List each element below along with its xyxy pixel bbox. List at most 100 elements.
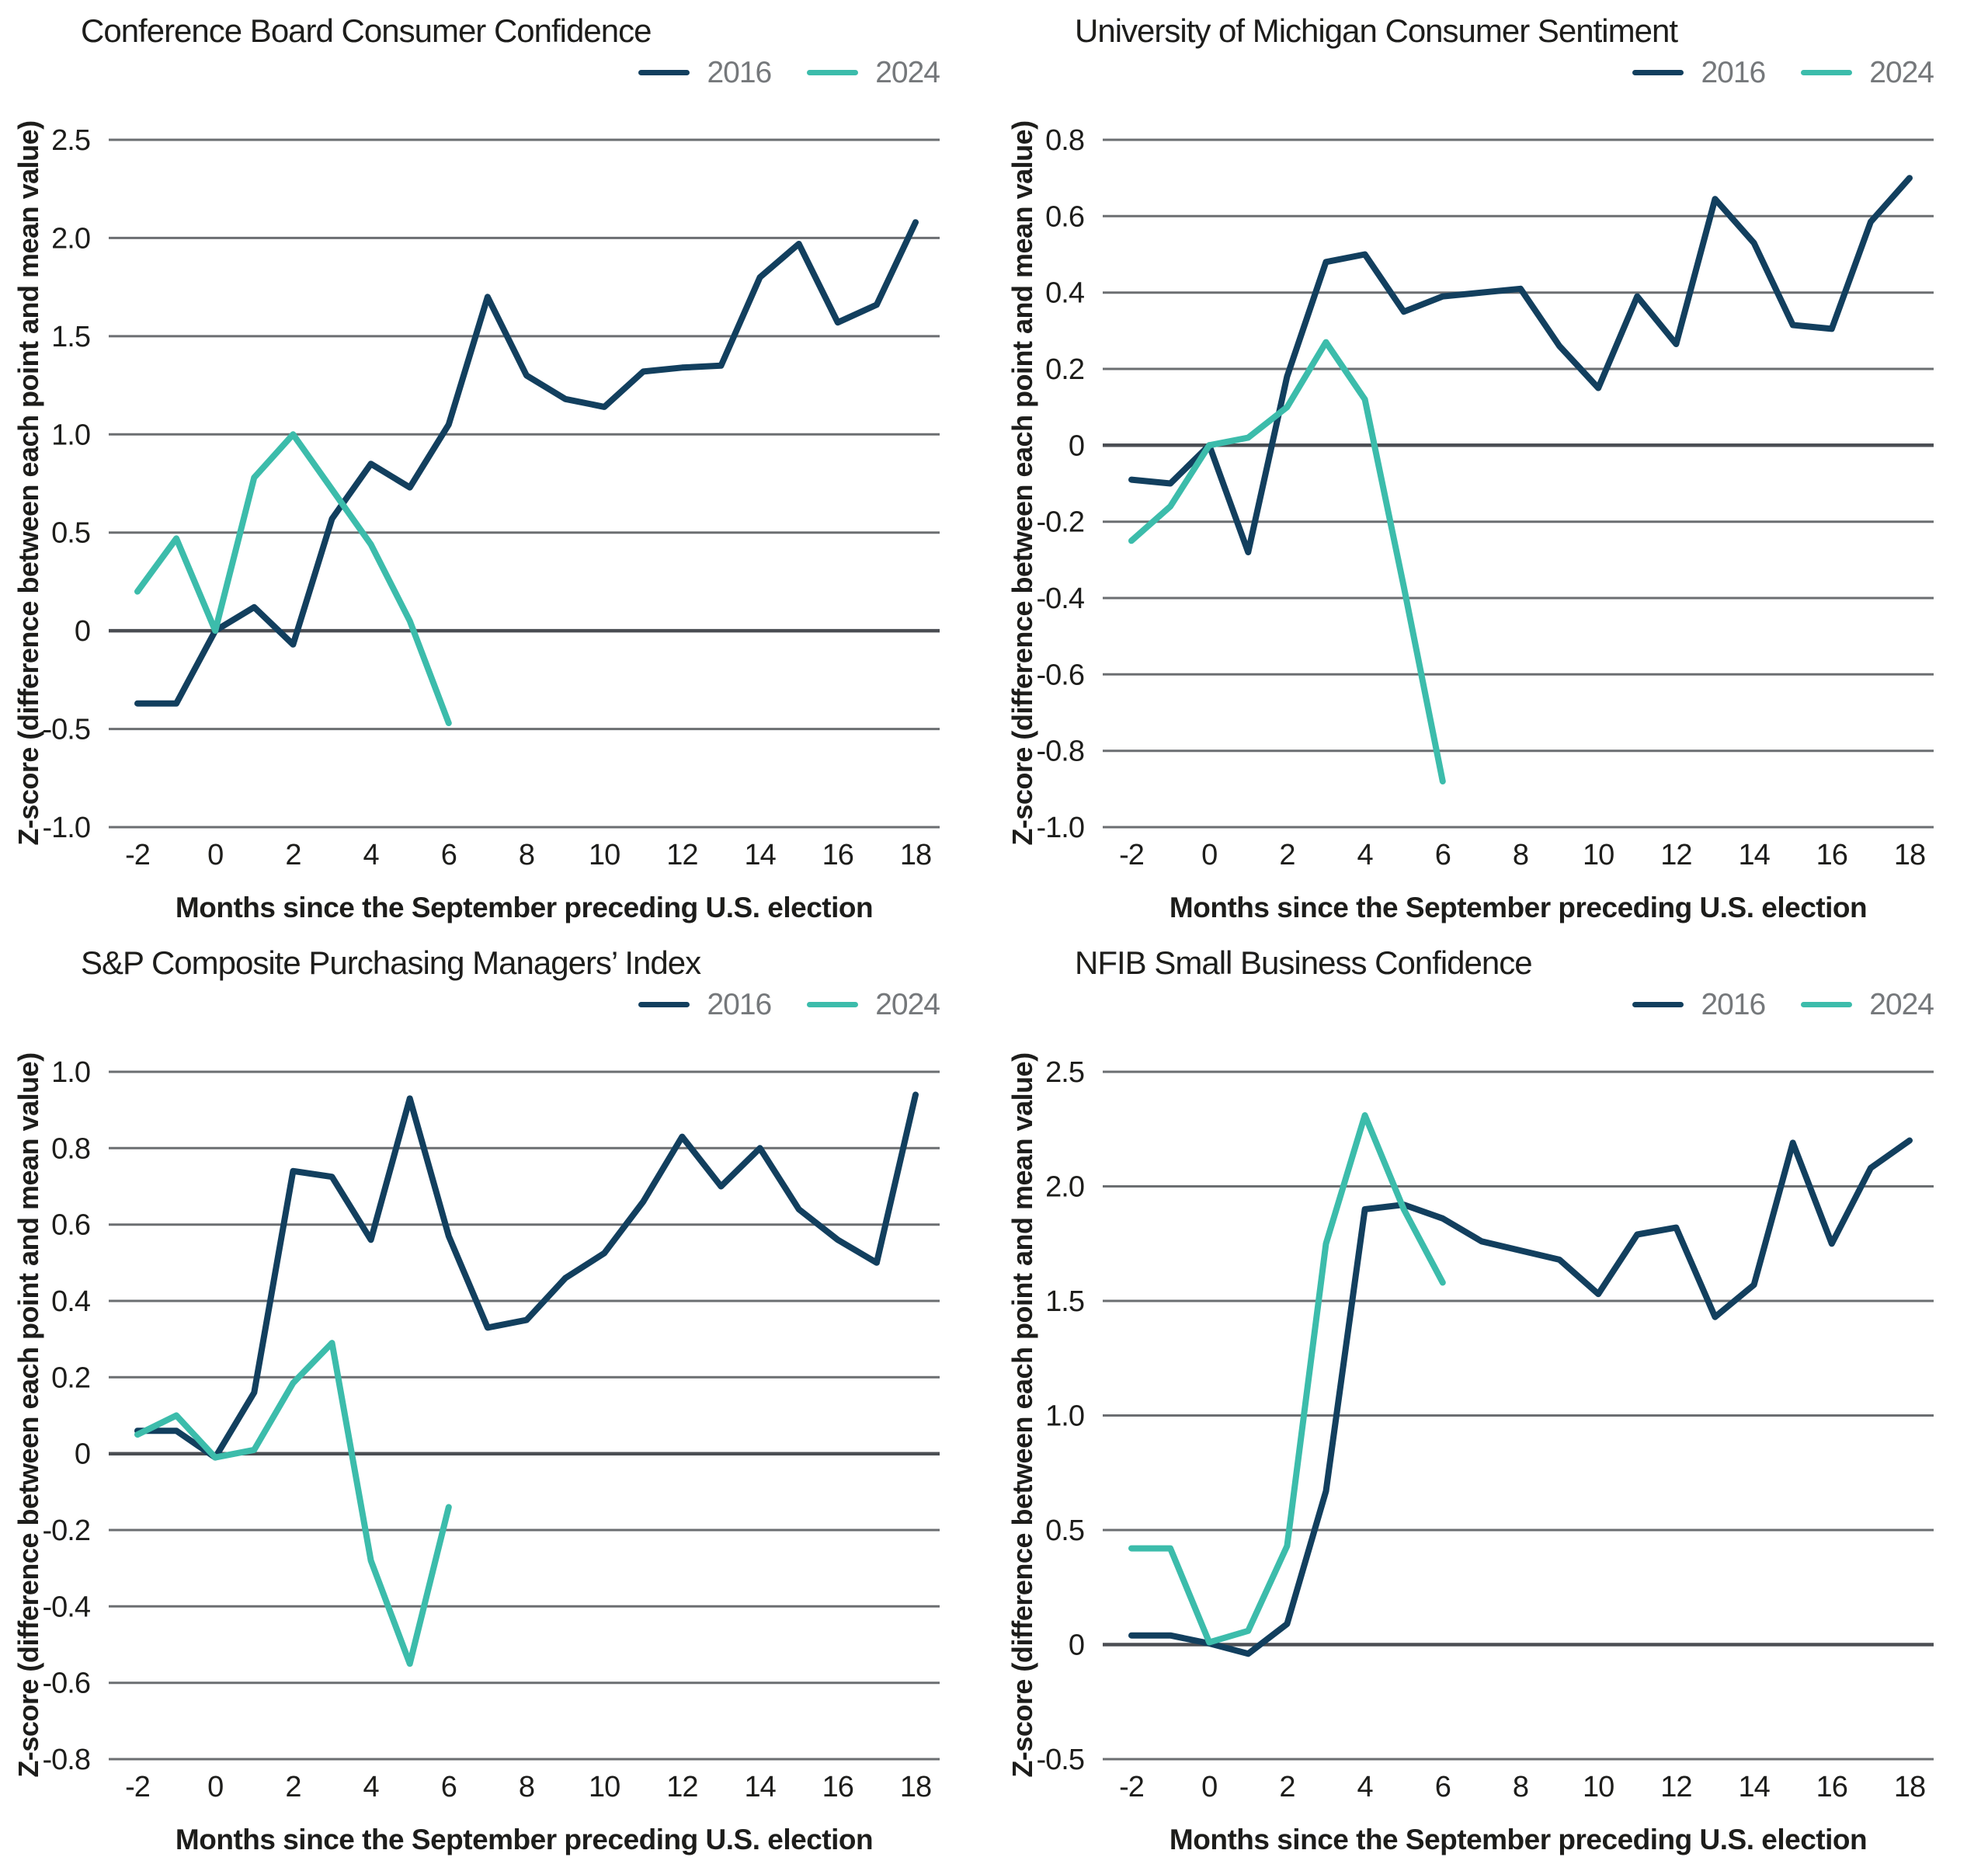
y-tick-label: 0.4 [1045,277,1085,310]
series-2024-line [134,431,452,726]
x-tick-label: 6 [1435,839,1451,871]
legend-label-2016: 2016 [1701,56,1766,89]
legend-item-2016: 2016 [1632,56,1766,89]
y-tick-label: 0 [1069,429,1084,462]
series-2016-line [1128,175,1913,555]
y-tick-label: -0.8 [43,1744,90,1776]
x-tick-label: 16 [1816,1771,1847,1803]
x-tick-label: 16 [822,839,853,871]
x-axis-label: Months since the September preceding U.S… [1169,1824,1868,1855]
x-tick-label: 4 [363,1771,380,1803]
chart-cell-conference-board-consumer-confidence: Conference Board Consumer Confidence 201… [0,0,994,932]
y-tick-label: -0.5 [43,714,90,746]
y-axis-label: Z-score (difference between each point a… [12,1052,44,1778]
legend-label-2024: 2024 [1869,56,1934,89]
x-tick-label: 8 [1513,1771,1528,1803]
legend-item-2016: 2016 [638,56,772,89]
x-tick-label: 2 [1279,839,1295,871]
legend-2016-line-swatch-icon [638,1002,690,1007]
y-tick-label: -0.4 [1037,582,1085,615]
legend-2024-line-swatch-icon [1801,1002,1853,1007]
plot-area-conference-board: 2.5 2.0 1.5 1.0 0.5 0 -0.5 -1.0 -2 0 2 4 6 8 10 12 14 16 1… [43,124,940,871]
plot-area-nfib-confidence: 2.5 2.0 1.5 1.0 0.5 0 -0.5 -2 0 2 4 6 8 10 12 14 16 18 [1037,1056,1934,1803]
legend-label-2016: 2016 [1701,988,1766,1021]
legend-item-2024: 2024 [1801,989,1934,1020]
legend: 2016 2024 [638,57,940,88]
y-tick-label: -1.0 [1037,812,1084,844]
x-tick-label: 8 [1513,839,1528,871]
legend-label-2024: 2024 [875,56,940,89]
y-tick-label: 1.0 [51,419,90,451]
x-axis-label: Months since the September preceding U.S… [175,1824,874,1855]
x-tick-label: 10 [589,1771,620,1803]
x-tick-label: -2 [125,1771,150,1803]
y-tick-label: 0.5 [51,517,90,550]
y-tick-label: 0.8 [51,1132,90,1165]
y-tick-label: 1.5 [1045,1285,1084,1318]
x-tick-label: 12 [1660,839,1691,871]
y-tick-label: 1.0 [1045,1400,1084,1433]
x-tick-label: 12 [666,1771,697,1803]
y-tick-label: -0.2 [43,1514,90,1547]
x-tick-label: 4 [363,839,380,871]
x-tick-label: 6 [441,839,457,871]
y-tick-label: -0.5 [1037,1744,1084,1776]
y-tick-label: -0.6 [43,1668,90,1700]
x-tick-label: 8 [519,1771,534,1803]
x-tick-label: -2 [1119,1771,1144,1803]
chart-title: Conference Board Consumer Confidence [81,12,652,49]
legend: 2016 2024 [1632,57,1934,88]
x-tick-label: 6 [1435,1771,1451,1803]
x-tick-label: -2 [125,839,150,871]
x-tick-label: 6 [441,1771,457,1803]
x-tick-label: 2 [285,1771,301,1803]
series-2016-line [1128,1137,1913,1657]
legend-item-2024: 2024 [807,989,940,1020]
series-2024-line [134,1340,452,1668]
y-tick-label: 0.6 [51,1209,90,1242]
series-2016-line [134,1091,919,1461]
x-tick-label: 18 [900,839,931,871]
x-tick-label: 2 [285,839,301,871]
plot-area-michigan-sentiment: 0.8 0.6 0.4 0.2 0 -0.2 -0.4 -0.6 -0.8 -1.0 -2 0 2 4 6 8… [1037,124,1934,871]
y-tick-label: 0.2 [51,1361,90,1394]
legend-2016-line-swatch-icon [638,70,690,75]
x-tick-label: 18 [1894,839,1925,871]
legend-item-2016: 2016 [1632,988,1766,1021]
y-tick-label: 2.5 [51,124,90,157]
x-tick-label: 10 [589,839,620,871]
y-tick-label: -0.6 [1037,659,1084,691]
x-tick-label: 0 [207,839,223,871]
x-tick-label: 16 [822,1771,853,1803]
y-tick-label: 2.5 [1045,1056,1084,1089]
x-tick-label: -2 [1119,839,1144,871]
legend-2016-line-swatch-icon [1632,70,1684,75]
y-tick-label: 0.6 [1045,200,1084,233]
chart-title: NFIB Small Business Confidence [1075,944,1533,981]
series-2024-line [1128,1112,1446,1646]
legend-label-2016: 2016 [707,988,772,1021]
x-tick-label: 2 [1279,1771,1295,1803]
x-tick-label: 10 [1583,839,1614,871]
y-axis-label: Z-score (difference between each point a… [1006,120,1038,846]
y-tick-label: 0.4 [51,1285,91,1318]
x-tick-label: 10 [1583,1771,1614,1803]
legend-item-2024: 2024 [807,57,940,88]
x-tick-label: 16 [1816,839,1847,871]
x-tick-label: 8 [519,839,534,871]
x-tick-label: 14 [744,839,776,871]
legend-item-2016: 2016 [638,988,772,1021]
x-tick-label: 4 [1357,839,1374,871]
x-tick-label: 12 [1660,1771,1691,1803]
x-tick-label: 4 [1357,1771,1374,1803]
x-tick-label: 14 [744,1771,776,1803]
y-axis-label: Z-score (difference between each point a… [12,120,44,846]
x-tick-label: 12 [666,839,697,871]
y-tick-label: -0.2 [1037,506,1084,539]
y-tick-label: 0.2 [1045,353,1084,386]
chart-cell-university-of-michigan-consumer-sentiment: University of Michigan Consumer Sentimen… [994,0,1988,932]
legend-label-2016: 2016 [707,56,772,89]
chart-title: University of Michigan Consumer Sentimen… [1075,12,1678,49]
x-tick-label: 0 [1201,1771,1217,1803]
